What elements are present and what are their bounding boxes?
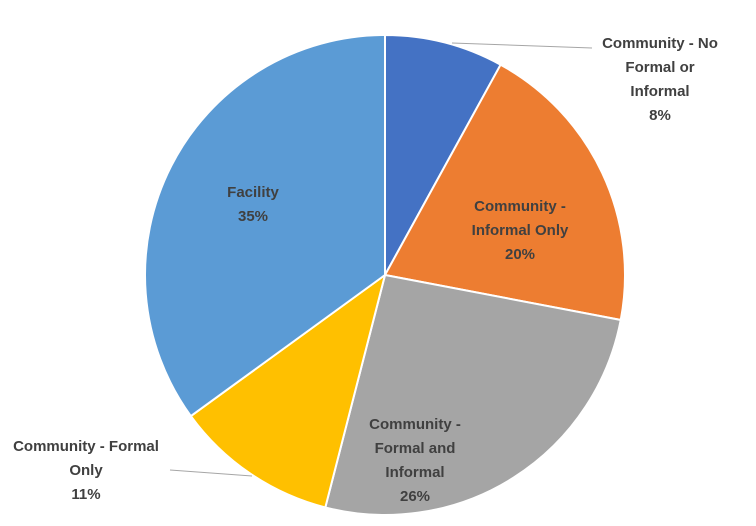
- leader-line-community-no-formal-or-informal: [451, 42, 593, 49]
- category-label-line-community-informal-only: Informal Only: [472, 222, 569, 239]
- category-label-line-community-formal-only: Only: [69, 462, 103, 479]
- category-label-line-community-formal-and-informal: Formal and: [375, 440, 456, 457]
- category-label-line-community-formal-only: Community - Formal: [13, 438, 159, 455]
- value-label-community-informal-only: 20%: [505, 246, 535, 263]
- pie-slice-community-formal-only: [189, 272, 387, 509]
- pie-slice-facility: [144, 33, 386, 418]
- data-label-community-formal-only: Community - Formal Only 11%: [13, 438, 159, 503]
- pie-slice-community-formal-and-informal: [324, 273, 622, 516]
- category-label-line-community-no-formal-or-informal: Formal or: [625, 59, 694, 76]
- slices-layer: [144, 33, 626, 516]
- data-label-facility: Facility 35%: [227, 184, 279, 225]
- value-label-community-no-formal-or-informal: 8%: [649, 107, 671, 124]
- value-label-community-formal-only: 11%: [71, 486, 100, 503]
- labels-layer: Community - No Formal or Informal 8%Communi…: [13, 35, 718, 505]
- value-label-facility: 35%: [238, 208, 268, 225]
- pie-slice-community-no-formal-or-informal: [384, 33, 502, 276]
- data-label-community-no-formal-or-informal: Community - No Formal or Informal 8%: [602, 35, 718, 124]
- data-label-community-formal-and-informal: Community - Formal and Informal 26%: [369, 416, 461, 505]
- value-label-community-formal-and-informal: 26%: [400, 488, 430, 505]
- data-label-community-informal-only: Community - Informal Only 20%: [472, 198, 569, 263]
- category-label-line-community-no-formal-or-informal: Community - No: [602, 35, 718, 52]
- category-label-line-community-no-formal-or-informal: Informal: [630, 83, 689, 100]
- leader-line-community-formal-only: [169, 469, 253, 477]
- category-label-line-facility: Facility: [227, 184, 279, 201]
- category-label-line-community-formal-and-informal: Informal: [385, 464, 444, 481]
- leader-lines-layer: [169, 42, 593, 477]
- category-label-line-community-formal-and-informal: Community -: [369, 416, 461, 433]
- pie-slice-community-informal-only: [383, 63, 626, 322]
- category-label-line-community-informal-only: Community -: [474, 198, 566, 215]
